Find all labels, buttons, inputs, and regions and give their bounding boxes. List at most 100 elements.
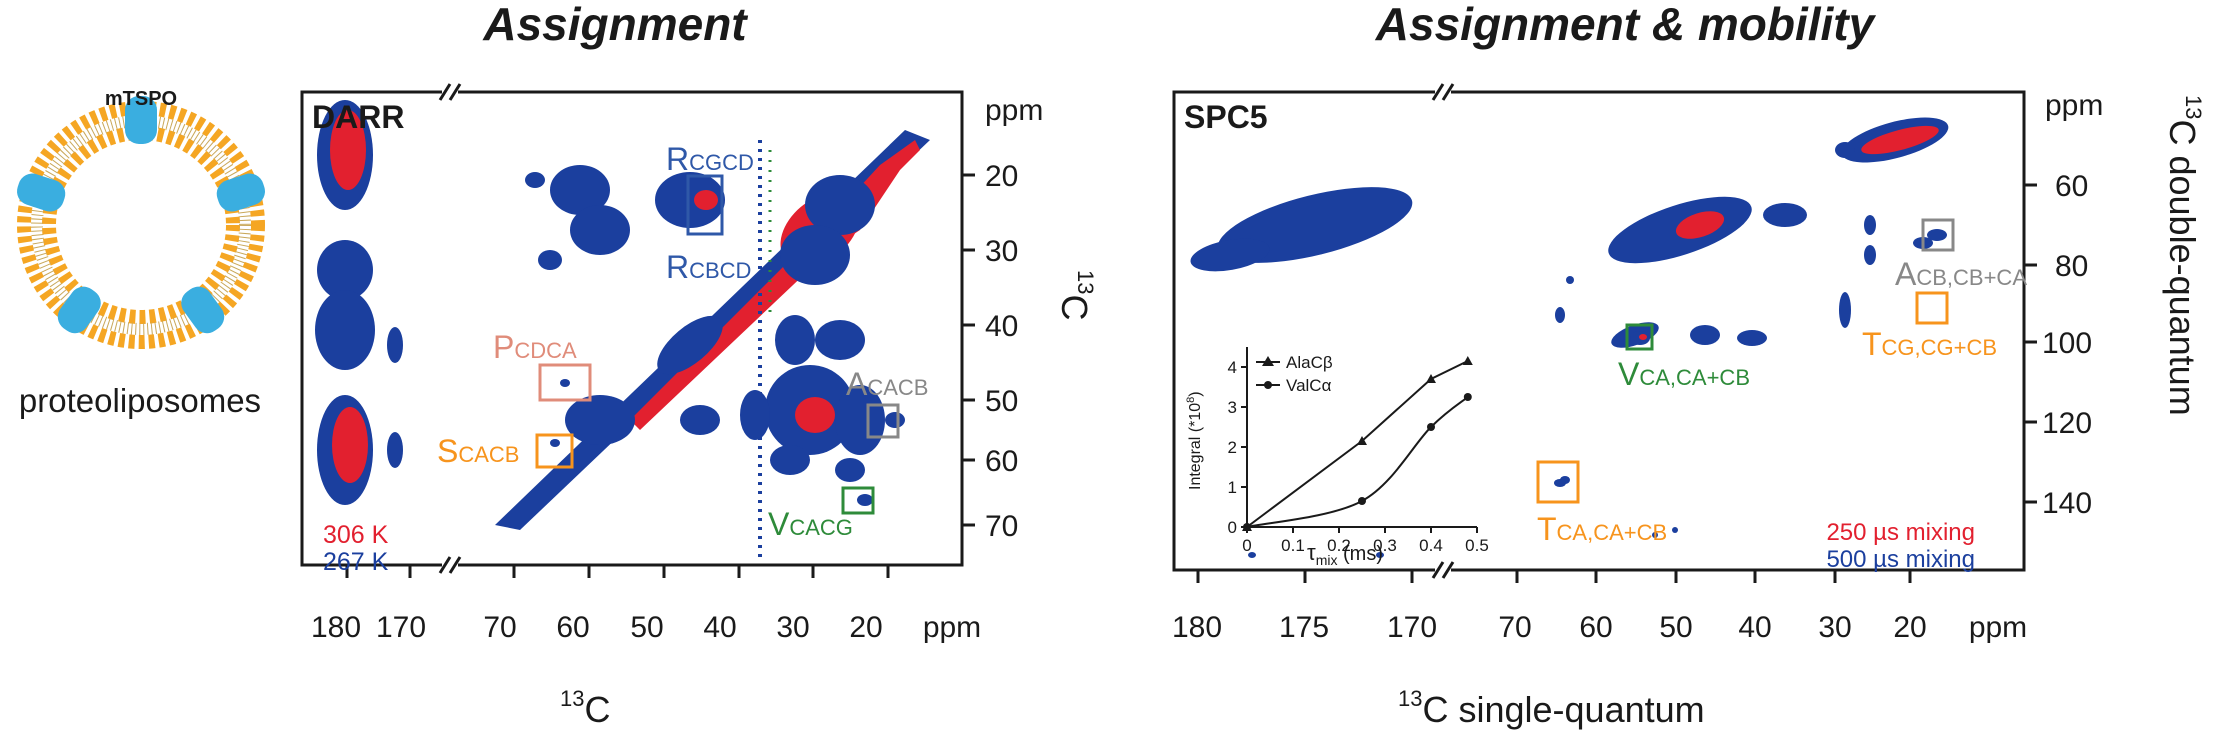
- darr-x-tick: 20: [849, 611, 882, 644]
- darr-x-axis-label: 13C: [560, 686, 610, 730]
- darr-x-tick: 40: [703, 611, 736, 644]
- sample-caption: proteoliposomes: [19, 382, 261, 419]
- acbcbca-label: ACB,CB+CA: [1895, 256, 2027, 292]
- spc5-panel: SPC5 180 175 170 70 60 50 40 30 20 ppm 1…: [1172, 83, 2206, 730]
- darr-x-tick: 30: [776, 611, 809, 644]
- vcacg-label: VCACG: [768, 506, 853, 542]
- spc5-x-tick: 170: [1387, 611, 1437, 644]
- darr-y-tick: 40: [985, 310, 1018, 343]
- darr-y-axis-label: 13C: [1054, 270, 1098, 320]
- vcacacb-box: [1625, 323, 1654, 351]
- spc5-x-tick: 30: [1818, 611, 1851, 644]
- acbcbca-box: [1921, 218, 1955, 252]
- legend-valca: ValCα: [1286, 376, 1332, 395]
- darr-x-tick: 170: [376, 611, 426, 644]
- vcacacb-label: VCA,CA+CB: [1618, 356, 1750, 392]
- darr-y-axis-sup: 13: [1073, 270, 1098, 294]
- rcbcd-label: RCBCD: [666, 249, 751, 285]
- legend-alacb: AlaCβ: [1286, 353, 1333, 372]
- spc5-x-tick: 20: [1893, 611, 1926, 644]
- darr-label: DARR: [312, 99, 404, 135]
- vcacg-box: [841, 486, 875, 515]
- tcgcgcb-box: [1915, 291, 1949, 325]
- inset-x-tick-label: 0.4: [1419, 536, 1443, 555]
- tcacacb-label: TCA,CA+CB: [1537, 511, 1667, 547]
- inset-xlabel: τmix (ms): [1307, 540, 1383, 568]
- spc5-y-tick: 140: [2042, 487, 2092, 520]
- inset-x-tick-label: 0.3: [1373, 536, 1397, 555]
- tcacacb-box: [1536, 460, 1580, 504]
- inset-ylabel: Integral (*108): [1185, 391, 1204, 490]
- inset-series-line-0: [1246, 360, 1469, 528]
- spc5-x-tick: 180: [1172, 611, 1222, 644]
- tcgcgcb-label: TCG,CG+CB: [1862, 326, 1997, 362]
- scacb-label: SCACB: [437, 433, 519, 469]
- darr-x-unit: ppm: [923, 611, 981, 644]
- darr-y-ticks: ppm 20 30 40 50 60 70: [962, 94, 1043, 543]
- darr-x-tick: 50: [630, 611, 663, 644]
- title-right: Assignment & mobility: [1375, 0, 1877, 50]
- inset-point-alacb: [1426, 374, 1436, 383]
- spc5-y-axis-sup: 13: [2181, 95, 2206, 119]
- inset-y-tick-label: 4: [1228, 358, 1237, 377]
- inset-x-tick-label: 0.1: [1281, 536, 1305, 555]
- spc5-y-unit: ppm: [2045, 89, 2103, 122]
- darr-x-tick: 70: [483, 611, 516, 644]
- inset-point-valca: [1243, 523, 1251, 531]
- acacb-label: ACACB: [846, 366, 928, 402]
- spc5-y-tick: 100: [2042, 327, 2092, 360]
- spc5-x-unit: ppm: [1969, 611, 2027, 644]
- inset-y-tick-label: 1: [1228, 478, 1237, 497]
- pcdca-box: [538, 363, 592, 402]
- inset-point-valca: [1427, 423, 1435, 431]
- rcgcd-label: RCGCD: [666, 141, 754, 177]
- inset-y-tick-label: 3: [1228, 398, 1237, 417]
- spc5-y-axis-main: C double-quantum: [2162, 119, 2203, 415]
- rcgcd-box: [686, 174, 724, 236]
- spc5-spectrum: [1190, 117, 1949, 558]
- darr-spectrum: [315, 100, 930, 560]
- darr-x-tick: 180: [311, 611, 361, 644]
- spc5-label: SPC5: [1184, 99, 1268, 135]
- inset-y-tick-label: 0: [1228, 518, 1237, 537]
- spc5-frame: [1172, 90, 2026, 572]
- darr-temp-267: 267 K: [323, 548, 389, 576]
- spc5-y-tick: 60: [2055, 170, 2088, 203]
- spc5-x-axis-sup: 13: [1398, 686, 1422, 711]
- spc5-x-tick: 50: [1659, 611, 1692, 644]
- darr-x-axis-sup: 13: [560, 686, 584, 711]
- spc5-x-axis-main: C single-quantum: [1422, 689, 1704, 730]
- spc5-x-tick: 60: [1579, 611, 1612, 644]
- inset-points: [1242, 356, 1473, 531]
- proteoliposome-schematic: mTSPO proteoliposomes: [17, 88, 265, 419]
- inset-ticks: 0 0.1 0.2 0.3 0.4 0.5 0 1 2 3 4: [1228, 347, 1489, 555]
- inset-x-tick-label: 0.2: [1327, 536, 1351, 555]
- inset-legend: AlaCβ ValCα: [1256, 353, 1333, 395]
- darr-x-ticks: 180 170 70 60 50 40 30 20 ppm: [311, 565, 981, 644]
- inset-point-alacb: [1462, 356, 1473, 365]
- scacb-box: [535, 433, 574, 469]
- protein-label: mTSPO: [105, 88, 177, 110]
- spc5-y-tick: 120: [2042, 407, 2092, 440]
- pcdca-label: PCDCA: [493, 329, 577, 365]
- spc5-y-axis-label: 13C double-quantum: [2162, 95, 2206, 416]
- spc5-x-tick: 70: [1498, 611, 1531, 644]
- darr-y-tick: 30: [985, 235, 1018, 268]
- acacb-box: [866, 403, 900, 439]
- darr-y-axis-main: C: [1054, 294, 1095, 320]
- darr-y-tick: 60: [985, 445, 1018, 478]
- protein-icon: [17, 96, 265, 334]
- spc5-x-axis-label: 13C single-quantum: [1398, 686, 1705, 730]
- inset-x-tick-label: 0: [1242, 536, 1251, 555]
- spc5-x-tick: 40: [1738, 611, 1771, 644]
- darr-frame: [300, 90, 964, 567]
- darr-temp-306: 306 K: [323, 521, 389, 549]
- mixing-time-inset: 0 0.1 0.2 0.3 0.4 0.5 0 1 2 3 4 τmix (ms) Integral…: [1185, 330, 1500, 568]
- darr-y-tick: 70: [985, 510, 1018, 543]
- inset-x-tick-label: 0.5: [1465, 536, 1489, 555]
- inset-point-valca: [1358, 497, 1366, 505]
- darr-y-tick: 20: [985, 160, 1018, 193]
- darr-y-tick: 50: [985, 385, 1018, 418]
- inset-y-tick-label: 2: [1228, 438, 1237, 457]
